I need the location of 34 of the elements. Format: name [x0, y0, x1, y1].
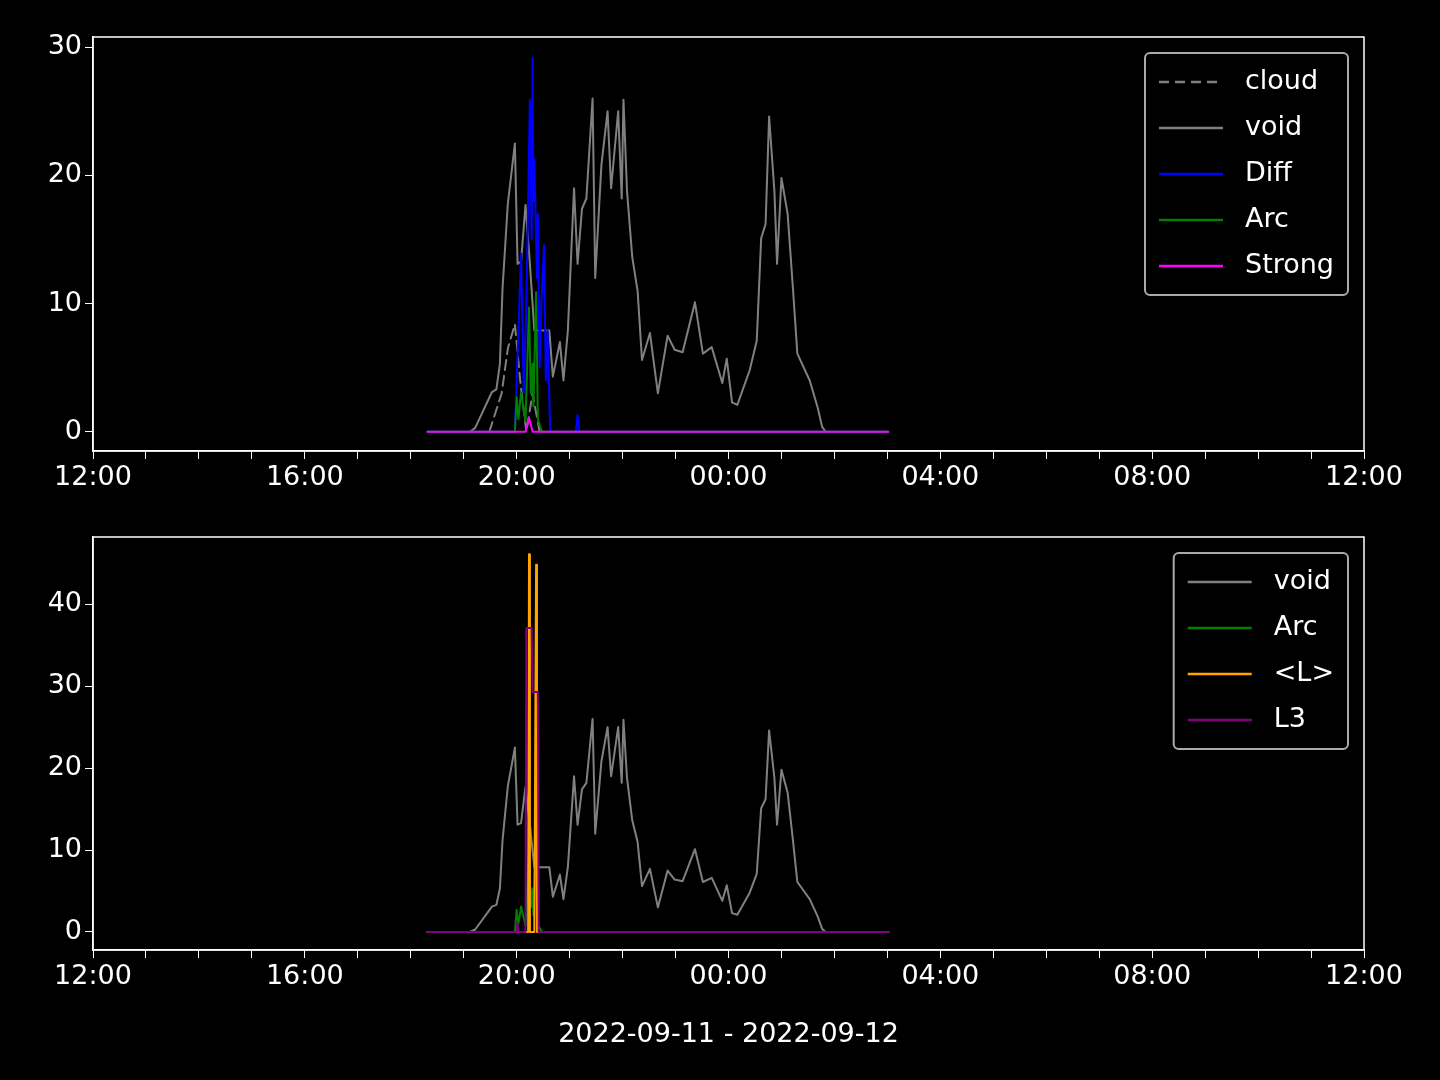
x-tick-label: 08:00: [1113, 959, 1192, 991]
legend-label: <L>: [1273, 656, 1335, 688]
legend-label: L3: [1273, 702, 1306, 734]
y-tick-label: 0: [64, 913, 82, 945]
x-axis-title: 2022-09-11 - 2022-09-12: [558, 1016, 899, 1048]
x-tick-label: 16:00: [265, 460, 344, 492]
y-tick-label: 30: [47, 29, 82, 61]
y-tick-label: 20: [47, 157, 82, 189]
x-tick-label: 12:00: [1325, 460, 1403, 492]
y-tick-label: 40: [47, 586, 82, 618]
legend-label: void: [1273, 564, 1331, 596]
x-tick-label: 12:00: [54, 460, 132, 492]
x-tick-label: 12:00: [1325, 959, 1403, 991]
x-tick-label: 08:00: [1113, 460, 1192, 492]
y-tick-label: 10: [47, 832, 82, 864]
legend-label: void: [1245, 110, 1303, 142]
x-tick-label: 16:00: [265, 959, 344, 991]
legend-label: Arc: [1273, 610, 1318, 642]
y-tick-label: 0: [64, 413, 82, 445]
x-tick-label: 20:00: [477, 959, 556, 991]
x-tick-label: 00:00: [689, 460, 768, 492]
legend-label: Arc: [1245, 202, 1289, 234]
y-tick-label: 10: [47, 285, 82, 317]
x-tick-label: 12:00: [54, 959, 132, 991]
y-tick-label: 30: [47, 668, 82, 700]
x-tick-label: 04:00: [901, 460, 980, 492]
y-tick-label: 20: [47, 750, 82, 782]
legend-label: Strong: [1245, 248, 1335, 280]
legend-label: cloud: [1245, 64, 1319, 96]
x-tick-label: 00:00: [689, 959, 768, 991]
legend-label: Diff: [1245, 156, 1294, 188]
line-series: [488, 323, 541, 433]
x-tick-label: 04:00: [901, 959, 980, 991]
x-tick-label: 20:00: [477, 460, 556, 492]
